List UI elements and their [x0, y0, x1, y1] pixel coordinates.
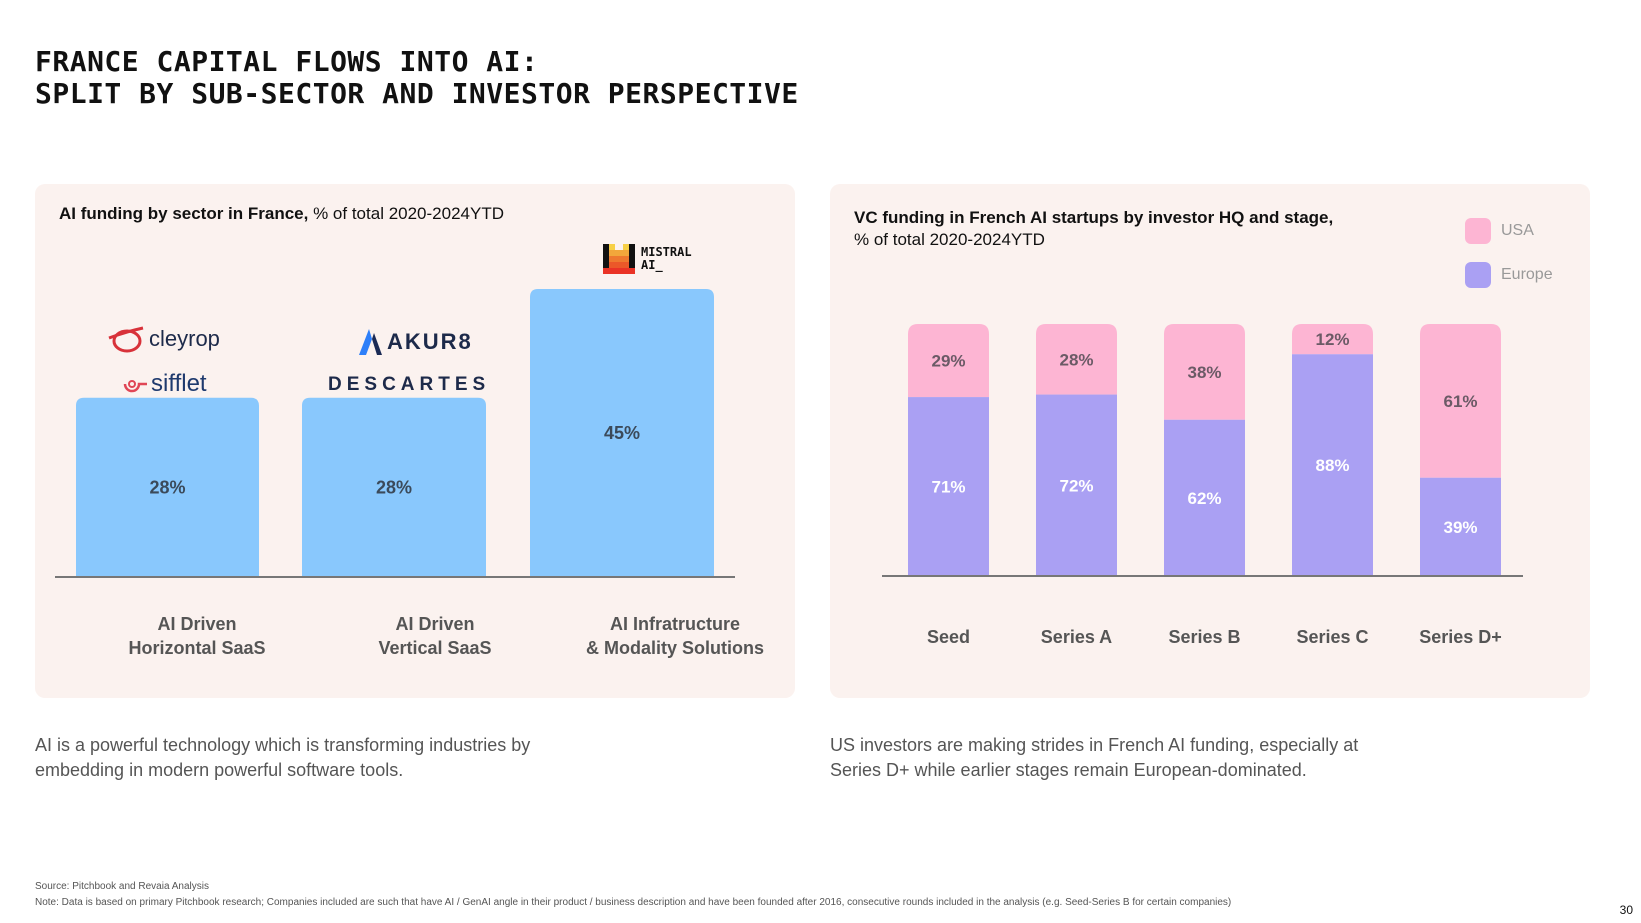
category-label-vertical-saas: AI Driven Vertical SaaS — [325, 612, 545, 660]
sector-bar-0 — [76, 397, 259, 577]
europe-label-4: 39% — [1443, 518, 1477, 537]
usa-segment-3 — [1292, 324, 1373, 355]
legend-item-europe: Europe — [1465, 262, 1553, 288]
usa-label-3: 12% — [1315, 330, 1349, 349]
europe-segment-3 — [1292, 354, 1373, 576]
category-label-infrastructure-line1: AI Infratructure — [609, 614, 741, 634]
sector-bar-chart: 28% 28% 45% — [55, 289, 735, 578]
category-label-infrastructure-line2: & Modality Solutions — [586, 638, 764, 658]
stage-label-0: Seed — [926, 627, 971, 647]
stage-label-2: Series B — [1168, 627, 1241, 647]
sifflet-logo: sifflet — [121, 370, 207, 398]
category-label-horizontal-saas-line1: AI Driven — [157, 614, 237, 634]
europe-segment-4 — [1420, 477, 1501, 576]
europe-segment-2 — [1164, 419, 1245, 576]
page-number: 30 — [1619, 903, 1633, 917]
descartes-logo-text: DESCARTES — [328, 374, 491, 395]
investor-chart-title-rest: % of total 2020-2024YTD — [854, 230, 1045, 249]
legend-item-usa: USA — [1465, 218, 1534, 244]
sector-chart-title: AI funding by sector in France, % of tot… — [59, 203, 504, 225]
page-title-line2: SPLIT BY SUB-SECTOR AND INVESTOR PERSPEC… — [35, 77, 799, 110]
sector-caption: AI is a powerful technology which is tra… — [35, 735, 531, 780]
mistral-mark-icon — [603, 244, 635, 274]
cleyrop-mark-icon — [108, 326, 144, 353]
legend-label-europe: Europe — [1501, 266, 1553, 283]
legend-swatch-europe — [1465, 262, 1491, 288]
akur8-logo: AKUR8 — [357, 327, 473, 357]
sector-funding-panel: AI funding by sector in France, % of tot… — [35, 184, 795, 698]
category-label-vertical-saas-line1: AI Driven — [395, 614, 475, 634]
sifflet-logo-text: sifflet — [151, 370, 207, 397]
sifflet-mark-icon — [123, 380, 147, 393]
usa-label-1: 28% — [1059, 350, 1093, 369]
legend-swatch-usa — [1465, 218, 1491, 244]
stage-label-1: Series A — [1040, 627, 1113, 647]
mistral-logo-text: MISTRAL AI_ — [641, 245, 692, 272]
europe-segment-1 — [1036, 394, 1117, 576]
usa-segment-1 — [1036, 324, 1117, 395]
usa-segment-4 — [1420, 324, 1501, 478]
akur8-mark-icon — [359, 329, 382, 355]
investor-funding-panel: VC funding in French AI startups by inve… — [830, 184, 1590, 698]
akur8-logo-text: AKUR8 — [387, 329, 473, 354]
usa-label-4: 61% — [1443, 392, 1477, 411]
sector-bar-1 — [302, 397, 486, 577]
category-label-horizontal-saas: AI Driven Horizontal SaaS — [87, 612, 307, 660]
stage-label-3: Series C — [1296, 627, 1369, 647]
category-label-horizontal-saas-line2: Horizontal SaaS — [128, 638, 266, 658]
mistral-ai-logo: MISTRAL AI_ — [603, 244, 703, 274]
stage-stacked-bar-chart: 29% 71% 28% 72% 38% 62% 12% 88% 61% 39% — [882, 324, 1523, 577]
sector-bar-label-2: 45% — [604, 423, 640, 443]
usa-segment-2 — [1164, 324, 1245, 420]
investor-caption: US investors are making strides in Frenc… — [830, 735, 1359, 780]
source-footnote: Source: Pitchbook and Revaia Analysis — [35, 881, 209, 892]
europe-label-1: 72% — [1059, 476, 1093, 495]
note-footnote: Note: Data is based on primary Pitchbook… — [35, 897, 1232, 908]
page-title: FRANCE CAPITAL FLOWS INTO AI: SPLIT BY S… — [35, 46, 799, 110]
europe-segment-0 — [908, 397, 989, 576]
usa-label-2: 38% — [1187, 363, 1221, 382]
sector-bar-label-1: 28% — [376, 477, 412, 497]
category-label-vertical-saas-line2: Vertical SaaS — [378, 638, 492, 658]
europe-label-3: 88% — [1315, 456, 1349, 475]
usa-label-0: 29% — [931, 352, 965, 371]
sector-chart-title-bold: AI funding by sector in France, — [59, 204, 309, 223]
europe-label-0: 71% — [931, 478, 965, 497]
descartes-logo: DESCARTES — [328, 374, 490, 396]
usa-segment-0 — [908, 324, 989, 398]
sector-chart-title-rest: % of total 2020-2024YTD — [308, 204, 504, 223]
category-label-infrastructure: AI Infratructure & Modality Solutions — [555, 612, 795, 660]
cleyrop-logo: cleyrop — [107, 324, 220, 354]
sector-bar-label-0: 28% — [149, 477, 185, 497]
sector-bar-2 — [530, 289, 714, 577]
investor-chart-title: VC funding in French AI startups by inve… — [854, 207, 1333, 251]
page-title-line1: FRANCE CAPITAL FLOWS INTO AI: — [35, 45, 539, 78]
legend-label-usa: USA — [1501, 222, 1534, 239]
cleyrop-logo-text: cleyrop — [149, 326, 220, 351]
investor-chart-title-bold: VC funding in French AI startups by inve… — [854, 208, 1334, 227]
europe-label-2: 62% — [1187, 489, 1221, 508]
stage-label-4: Series D+ — [1419, 627, 1502, 647]
